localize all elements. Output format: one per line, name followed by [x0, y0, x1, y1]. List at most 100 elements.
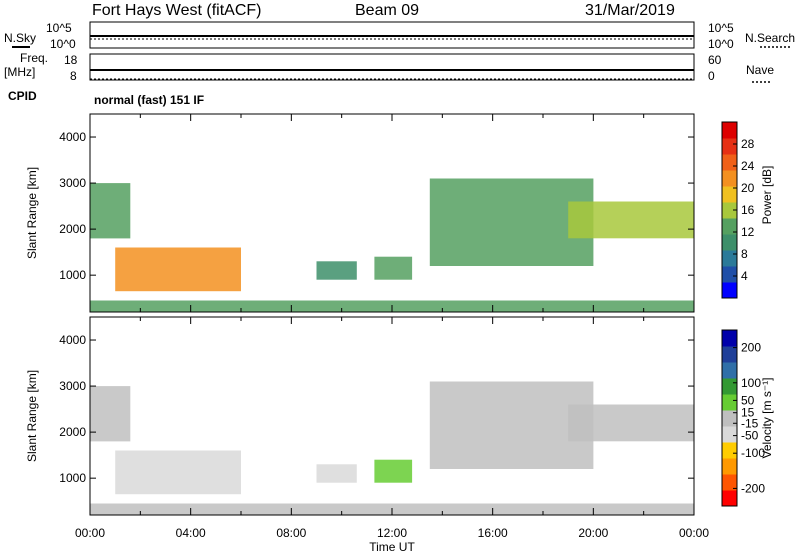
colorbar-tick-label: 20 [741, 181, 755, 195]
time-axis-labels: 00:00 04:00 08:00 12:00 16:00 20:00 00:00 [75, 526, 709, 540]
colorbar-segment [722, 218, 737, 235]
colorbar-segment [722, 474, 737, 491]
station-title: Fort Hays West (fitACF) [92, 2, 262, 19]
noise-trace [90, 35, 694, 40]
nave-tick-low: 0 [708, 69, 715, 83]
colorbar-tick-label: 12 [741, 225, 755, 239]
data-region [568, 404, 694, 442]
colorbar-segment [722, 250, 737, 267]
data-region [90, 386, 131, 442]
cpid-label: CPID [8, 89, 37, 103]
y-tick-label: 3000 [59, 176, 86, 190]
data-region [115, 247, 241, 292]
y-tick-label: 1000 [59, 471, 86, 485]
x-tick-label: 12:00 [377, 526, 407, 540]
y-tick-label: 1000 [59, 268, 86, 282]
beam-label: Beam 09 [355, 2, 419, 19]
colorbar-tick-label: -50 [741, 429, 759, 443]
colorbar-segment [722, 282, 737, 299]
y-tick-label: 2000 [59, 222, 86, 236]
colorbar-segment [722, 442, 737, 459]
power-y-axis: 1000 2000 3000 4000 [59, 130, 694, 282]
colorbar-tick-label: 8 [741, 247, 748, 261]
colorbar-tick-label: 4 [741, 269, 748, 283]
x-tick-label: 00:00 [679, 526, 709, 540]
x-tick-label: 04:00 [176, 526, 206, 540]
velocity-ylabel: Slant Range [km] [25, 370, 39, 462]
power-panel: 1000 2000 3000 4000 Slant Range [km] [25, 113, 695, 313]
colorbar-tick-label: 50 [741, 393, 755, 407]
data-region [115, 450, 241, 495]
power-x-axis [89, 114, 695, 312]
colorbar-segment [722, 394, 737, 411]
colorbar-segment [722, 346, 737, 363]
y-tick-label: 2000 [59, 425, 86, 439]
time-axis-title: Time UT [369, 540, 415, 554]
data-region [90, 183, 131, 239]
power-colorbar-label: Power [dB] [760, 166, 774, 225]
colorbar-segment [722, 234, 737, 251]
cpid-text: normal (fast) 151 IF [94, 93, 204, 107]
velocity-data-layer [90, 381, 694, 515]
data-region [374, 459, 413, 483]
x-tick-label: 16:00 [478, 526, 508, 540]
data-region [316, 464, 357, 483]
freq-label-1: Freq. [20, 51, 48, 65]
y-tick-label: 4000 [59, 130, 86, 144]
colorbar-segment [722, 490, 737, 507]
velocity-panel: 1000 2000 3000 4000 Slant Range [km] [25, 316, 695, 516]
colorbar-segment [722, 202, 737, 219]
nsearch-label: N.Search [745, 31, 795, 45]
colorbar-segment [722, 410, 737, 427]
colorbar-segment [722, 426, 737, 443]
freq-tick-low: 8 [70, 69, 77, 83]
freq-tick-high: 18 [64, 53, 78, 67]
nave-label: Nave [746, 63, 774, 77]
data-region [568, 201, 694, 239]
colorbar-tick-label: -15 [741, 416, 759, 430]
x-tick-label: 00:00 [75, 526, 105, 540]
freq-label-2: [MHz] [4, 65, 35, 79]
freq-panel-frame [89, 53, 695, 81]
colorbar-tick-label: -200 [741, 481, 765, 495]
colorbar-tick-label: 100 [741, 376, 761, 390]
colorbar-frame [721, 329, 738, 507]
colorbar-segment [722, 458, 737, 475]
y-tick-label: 4000 [59, 333, 86, 347]
velocity-y-axis: 1000 2000 3000 4000 [59, 333, 694, 485]
colorbar-tick-label: 24 [741, 159, 755, 173]
colorbar-tick-label: 15 [741, 406, 755, 420]
colorbar-segment [722, 122, 737, 139]
colorbar-tick-label: 28 [741, 137, 755, 151]
x-tick-label: 20:00 [578, 526, 608, 540]
colorbar-segment [722, 154, 737, 171]
noise-tick-high-right: 10^5 [708, 21, 734, 35]
colorbar-tick-label: -100 [741, 446, 765, 460]
data-region [429, 381, 594, 469]
colorbar-segment [722, 378, 737, 395]
data-region [429, 178, 594, 266]
colorbar-segment [722, 362, 737, 379]
power-colorbar: 4 8 12 16 20 24 28 [721, 121, 755, 299]
date-label: 31/Mar/2019 [585, 2, 675, 19]
velocity-x-axis [89, 317, 695, 515]
colorbar-segment [722, 186, 737, 203]
colorbar-tick-label: 200 [741, 341, 761, 355]
power-ylabel: Slant Range [km] [25, 167, 39, 259]
noise-tick-low-right: 10^0 [708, 37, 734, 51]
data-region [374, 256, 413, 280]
velocity-colorbar-label: Velocity [m s⁻¹] [760, 377, 774, 458]
nsky-label: N.Sky [4, 31, 36, 45]
colorbar-segment [722, 138, 737, 155]
colorbar-segment [722, 330, 737, 347]
colorbar-tick-label: 16 [741, 203, 755, 217]
colorbar-segment [722, 170, 737, 187]
nave-tick-high: 60 [708, 53, 722, 67]
colorbar-segment [722, 266, 737, 283]
noise-tick-high: 10^5 [46, 21, 72, 35]
y-tick-label: 3000 [59, 379, 86, 393]
noise-tick-low: 10^0 [50, 37, 76, 51]
data-region [316, 261, 357, 280]
